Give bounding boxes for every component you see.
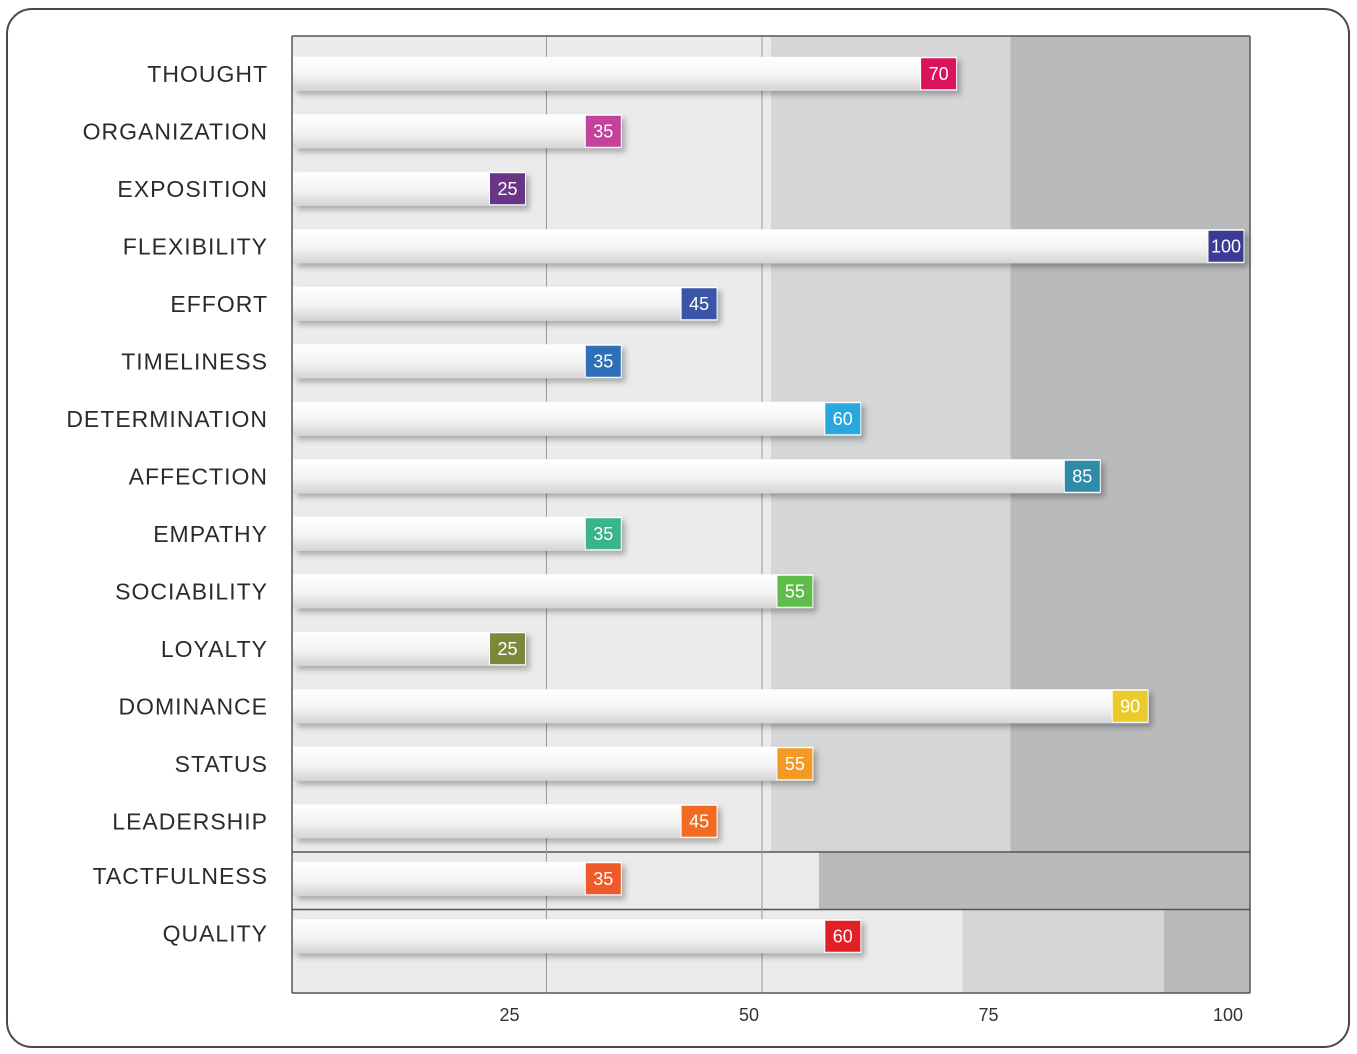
category-label: THOUGHT bbox=[147, 61, 268, 87]
category-label: TIMELINESS bbox=[121, 348, 268, 374]
category-label: DOMINANCE bbox=[118, 693, 268, 719]
value-badge bbox=[824, 402, 862, 436]
axes bbox=[291, 35, 1251, 994]
value-badge bbox=[776, 747, 814, 781]
bar bbox=[293, 516, 622, 551]
background-band bbox=[1010, 36, 1250, 852]
bar bbox=[293, 574, 813, 609]
value-badge bbox=[584, 114, 622, 148]
x-tick-label: 100 bbox=[1213, 1005, 1243, 1025]
category-label: EXPOSITION bbox=[117, 176, 268, 202]
category-label: SOCIABILITY bbox=[115, 578, 268, 604]
value-badge bbox=[1063, 459, 1101, 493]
value-label: 45 bbox=[689, 811, 709, 831]
value-label: 35 bbox=[593, 524, 613, 544]
value-badge bbox=[680, 287, 718, 321]
value-badge bbox=[584, 517, 622, 551]
background-band bbox=[771, 36, 1011, 852]
x-tick-labels: 25 50 75 100 bbox=[499, 1005, 1243, 1025]
value-label: 100 bbox=[1211, 236, 1241, 256]
category-label: AFFECTION bbox=[129, 463, 268, 489]
value-label: 90 bbox=[1120, 696, 1140, 716]
bar bbox=[293, 229, 1244, 264]
value-badge bbox=[584, 862, 622, 896]
category-label: QUALITY bbox=[163, 920, 268, 946]
background-band bbox=[818, 852, 1250, 910]
value-badge bbox=[680, 804, 718, 838]
value-badge bbox=[489, 632, 526, 666]
category-label: EMPATHY bbox=[153, 521, 268, 547]
bar bbox=[293, 171, 526, 206]
value-badge bbox=[824, 919, 862, 953]
value-label: 25 bbox=[497, 639, 517, 659]
x-tick-label: 25 bbox=[499, 1005, 519, 1025]
x-tick-label: 50 bbox=[739, 1005, 759, 1025]
value-label: 45 bbox=[689, 294, 709, 314]
bar bbox=[293, 861, 622, 896]
bar bbox=[293, 689, 1149, 724]
bars: 70 35 25 100 45 35 60 85 35 55 25 90 55 45 35 60 bbox=[293, 56, 1245, 954]
bar bbox=[293, 459, 1101, 494]
value-label: 60 bbox=[833, 926, 853, 946]
value-label: 35 bbox=[593, 869, 613, 889]
background-band bbox=[962, 909, 1164, 993]
category-label: STATUS bbox=[175, 751, 268, 777]
value-badge bbox=[776, 574, 814, 608]
value-badge bbox=[920, 57, 958, 91]
bar bbox=[293, 746, 813, 781]
category-label: DETERMINATION bbox=[66, 406, 268, 432]
category-label: ORGANIZATION bbox=[83, 118, 268, 144]
bar bbox=[293, 114, 622, 149]
bar bbox=[293, 401, 861, 436]
background-band bbox=[292, 36, 771, 852]
x-tick-label: 75 bbox=[978, 1005, 998, 1025]
value-label: 85 bbox=[1072, 466, 1092, 486]
value-label: 25 bbox=[497, 179, 517, 199]
bar bbox=[293, 631, 526, 666]
value-badge bbox=[584, 344, 622, 378]
value-label: 70 bbox=[929, 64, 949, 84]
value-label: 60 bbox=[833, 409, 853, 429]
bar bbox=[293, 919, 861, 954]
bar bbox=[293, 344, 622, 379]
bar bbox=[293, 286, 718, 321]
category-label: FLEXIBILITY bbox=[123, 233, 268, 259]
category-label: EFFORT bbox=[170, 291, 268, 317]
value-label: 35 bbox=[593, 351, 613, 371]
value-badge bbox=[1207, 229, 1245, 263]
value-label: 55 bbox=[785, 754, 805, 774]
background-band bbox=[1163, 909, 1250, 993]
bar bbox=[293, 804, 718, 839]
value-label: 55 bbox=[785, 581, 805, 601]
category-label: TACTFULNESS bbox=[93, 863, 268, 889]
category-labels: THOUGHT ORGANIZATION EXPOSITION FLEXIBILITY… bbox=[66, 61, 268, 947]
value-badge bbox=[1111, 689, 1149, 723]
category-label: LOYALTY bbox=[161, 636, 268, 662]
value-badge bbox=[489, 172, 526, 206]
bar bbox=[293, 56, 957, 91]
category-label: LEADERSHIP bbox=[112, 808, 268, 834]
value-label: 35 bbox=[593, 121, 613, 141]
